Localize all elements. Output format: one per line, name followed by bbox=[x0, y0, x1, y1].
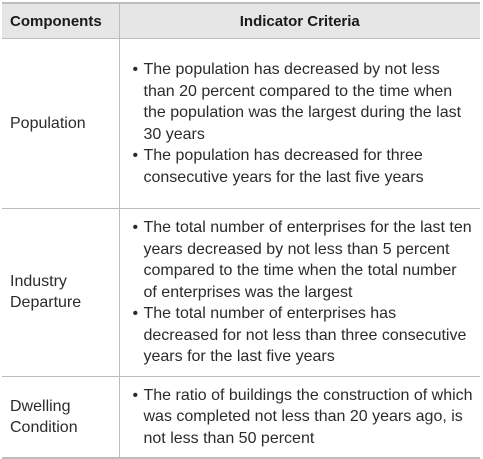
component-cell: Dwelling Condition bbox=[2, 376, 119, 459]
component-cell: Population bbox=[2, 38, 119, 209]
table-row: Population The population has decreased … bbox=[2, 38, 480, 209]
component-label-line: Industry bbox=[10, 273, 67, 291]
criteria-item: The total number of enterprises has decr… bbox=[133, 303, 475, 368]
criteria-cell: The ratio of buildings the construction … bbox=[118, 376, 480, 459]
criteria-item: The population has decreased for three c… bbox=[133, 145, 475, 188]
component-label: Population bbox=[10, 115, 86, 132]
header-row: Components Indicator Criteria bbox=[2, 2, 480, 39]
criteria-list: The population has decreased by not less… bbox=[133, 59, 475, 188]
component-cell: Industry Departure bbox=[2, 208, 119, 377]
component-label-line: Departure bbox=[10, 294, 82, 312]
component-label-line: Condition bbox=[10, 418, 78, 436]
header-indicator-criteria: Indicator Criteria bbox=[118, 2, 480, 39]
criteria-list: The ratio of buildings the construction … bbox=[133, 385, 475, 450]
criteria-item: The total number of enterprises for the … bbox=[133, 217, 475, 303]
header-components: Components bbox=[2, 2, 119, 39]
criteria-list: The total number of enterprises for the … bbox=[133, 217, 475, 368]
criteria-cell: The population has decreased by not less… bbox=[118, 38, 480, 209]
criteria-cell: The total number of enterprises for the … bbox=[118, 208, 480, 377]
component-label-line: Dwelling bbox=[10, 397, 71, 415]
criteria-item: The ratio of buildings the construction … bbox=[133, 385, 475, 450]
criteria-item: The population has decreased by not less… bbox=[133, 59, 475, 145]
table-row: Industry Departure The total number of e… bbox=[2, 208, 480, 377]
table-row: Dwelling Condition The ratio of building… bbox=[2, 376, 480, 459]
